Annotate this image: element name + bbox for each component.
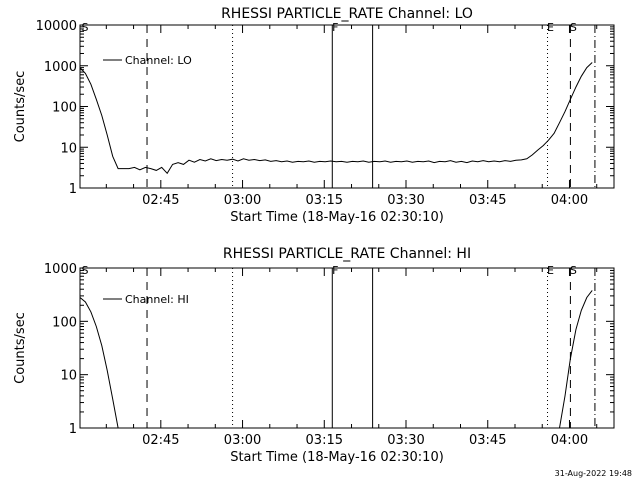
- legend-label: Channel: HI: [125, 293, 189, 306]
- y-tick-label: 1: [69, 422, 77, 437]
- x-tick-label: 04:00: [551, 433, 588, 448]
- x-tick-label: 03:45: [469, 433, 506, 448]
- series-line-channel-lo: [79, 62, 593, 175]
- x-axis-label: Start Time (18-May-16 02:30:10): [230, 210, 444, 225]
- y-tick-label: 1000: [44, 60, 77, 75]
- y-tick-label: 100: [52, 101, 77, 116]
- event-label: S: [570, 21, 577, 34]
- chart-title: RHESSI PARTICLE_RATE Channel: LO: [221, 6, 473, 22]
- chart-panel-1: RHESSI PARTICLE_RATE Channel: LO 1 10 100 10…: [13, 6, 615, 225]
- y-tick-label: 1: [69, 182, 77, 197]
- y-axis-label: Counts/sec: [13, 71, 28, 143]
- x-axis-label: Start Time (18-May-16 02:30:10): [230, 450, 444, 465]
- plot-frame: [79, 24, 615, 189]
- x-tick-label: 03:30: [387, 193, 424, 208]
- y-axis-label: Counts/sec: [13, 312, 28, 384]
- x-tick-label: 04:00: [551, 193, 588, 208]
- x-tick-label: 02:45: [142, 433, 179, 448]
- event-label: S: [570, 264, 577, 277]
- event-label: E: [547, 21, 554, 34]
- timestamp-footer: 31-Aug-2022 19:48: [554, 469, 632, 478]
- y-tick-label: 1000: [44, 262, 77, 277]
- event-label: F: [332, 264, 338, 277]
- chart-title: RHESSI PARTICLE_RATE Channel: HI: [223, 246, 471, 262]
- event-label: S: [82, 21, 89, 34]
- x-tick-label: 03:45: [469, 193, 506, 208]
- x-tick-label: 03:30: [387, 433, 424, 448]
- x-tick-label: 03:00: [224, 433, 261, 448]
- x-tick-label: 03:00: [224, 193, 261, 208]
- event-label: F: [332, 21, 338, 34]
- event-label: S: [82, 264, 89, 277]
- x-tick-label: 03:15: [306, 193, 343, 208]
- x-tick-label: 02:45: [142, 193, 179, 208]
- y-tick-label: 10: [60, 141, 77, 156]
- chart-panel-2: RHESSI PARTICLE_RATE Channel: HI 1 10 100 10…: [13, 246, 615, 465]
- x-tick-label: 03:15: [306, 433, 343, 448]
- plot-frame: [79, 267, 615, 429]
- y-tick-label: 10000: [36, 19, 77, 34]
- series-line-channel-hi: [79, 290, 593, 429]
- event-label: E: [547, 264, 554, 277]
- y-tick-label: 10: [60, 369, 77, 384]
- y-tick-label: 100: [52, 315, 77, 330]
- legend-label: Channel: LO: [125, 54, 192, 67]
